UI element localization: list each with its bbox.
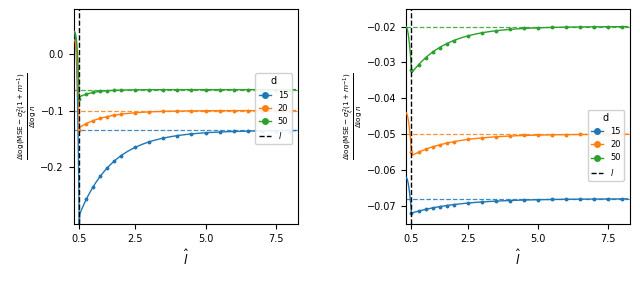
- X-axis label: $\hat{l}$: $\hat{l}$: [183, 249, 189, 268]
- Y-axis label: $\frac{\Delta\log(\mathrm{MSE}-\sigma_{\xi}^{2}(1+m^{-1})}{\Delta\log n}$: $\frac{\Delta\log(\mathrm{MSE}-\sigma_{\…: [342, 72, 365, 160]
- Y-axis label: $\frac{\Delta\log(\mathrm{MSE}-\sigma_{\xi}^{2}(1+m^{-1})}{\Delta\log n}$: $\frac{\Delta\log(\mathrm{MSE}-\sigma_{\…: [15, 72, 39, 160]
- Legend: 15, 20, 50, $l$: 15, 20, 50, $l$: [255, 73, 292, 144]
- Legend: 15, 20, 50, $l$: 15, 20, 50, $l$: [588, 110, 624, 181]
- X-axis label: $\hat{l}$: $\hat{l}$: [515, 249, 521, 268]
